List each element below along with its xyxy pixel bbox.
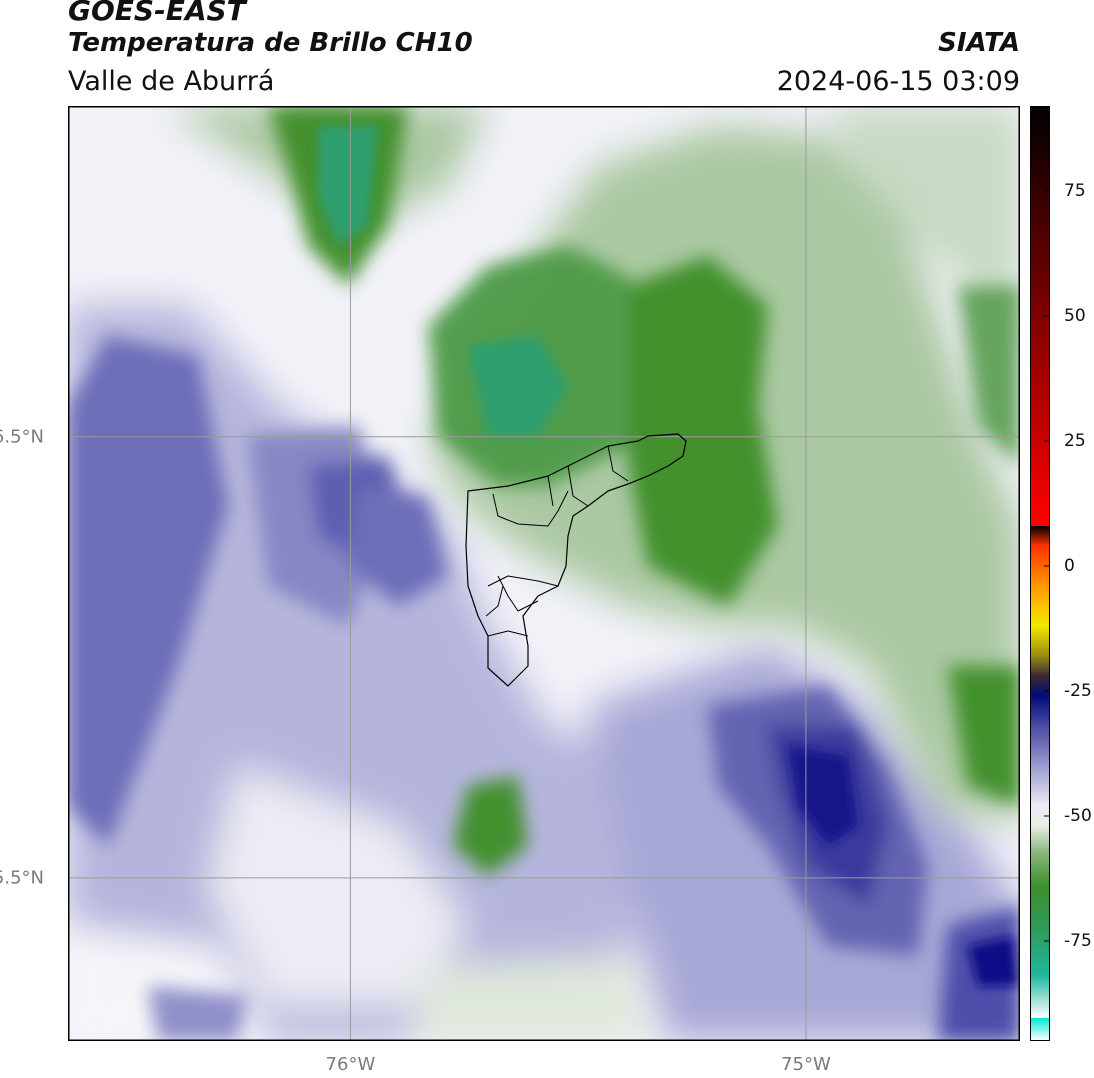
timestamp-label: 2024-06-15 03:09 <box>776 66 1020 97</box>
brightness-temperature-map[interactable] <box>68 106 1020 1041</box>
product-title: Temperatura de Brillo CH10 <box>68 28 473 58</box>
colorbar-tick-label: 0 <box>1064 556 1075 576</box>
graticule <box>68 106 1020 1041</box>
colorbar-tick-label: 50 <box>1064 306 1086 326</box>
map-border <box>68 106 1020 1041</box>
agency-label: SIATA <box>938 28 1020 58</box>
temperature-field <box>68 106 1020 1041</box>
colorbar-tick-label: 75 <box>1064 181 1086 201</box>
valle-de-aburra-boundary <box>465 433 687 687</box>
region-subtitle: Valle de Aburrá <box>68 66 275 97</box>
latitude-label: 6.5°N <box>0 426 44 448</box>
colorbar-scale <box>1030 106 1050 1041</box>
map-canvas <box>68 106 1020 1041</box>
colorbar-tick-label: 25 <box>1064 431 1086 451</box>
colorbar-tick-label: -50 <box>1064 806 1092 826</box>
latitude-label: 5.5°N <box>0 867 44 889</box>
colorbar-tick-label: -75 <box>1064 931 1092 951</box>
colorbar-gradient <box>1030 106 1050 1041</box>
longitude-label: 76°W <box>325 1054 376 1075</box>
colorbar-tick-label: -25 <box>1064 681 1092 701</box>
longitude-label: 75°W <box>781 1054 831 1075</box>
satellite-title: GOES-EAST <box>68 0 246 27</box>
colorbar <box>1030 106 1050 1041</box>
